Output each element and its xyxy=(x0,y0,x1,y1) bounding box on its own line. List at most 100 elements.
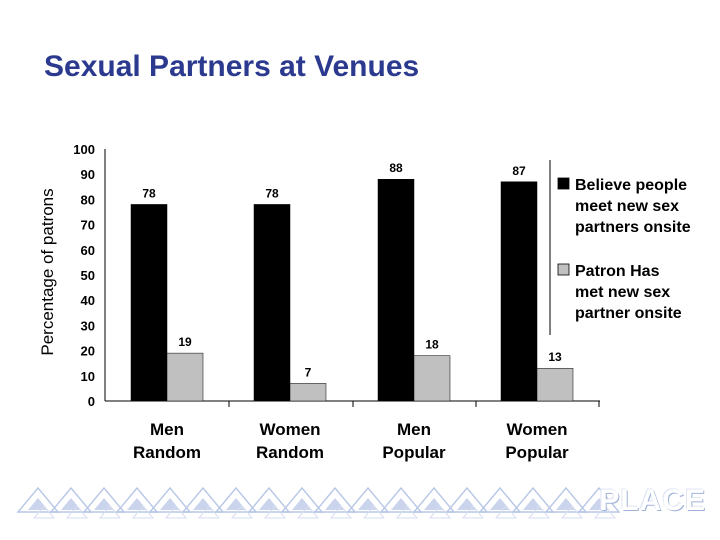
chart-bars xyxy=(130,178,574,402)
y-axis-ticks: 0 10 20 30 40 50 60 70 80 90 100 xyxy=(73,142,95,409)
category-label: Men xyxy=(397,420,431,439)
y-tick-label: 10 xyxy=(81,369,95,384)
footer-triangle-shape xyxy=(490,498,510,510)
footer-triangle-shape xyxy=(461,505,485,519)
bar-series1 xyxy=(500,181,538,402)
footer-triangle-shape xyxy=(82,486,126,513)
chart-legend: Believe people meet new sex partners onsit… xyxy=(549,160,691,335)
footer-triangle-shape xyxy=(181,486,225,513)
footer-triangle-shape xyxy=(325,498,345,510)
y-tick-label: 90 xyxy=(81,167,95,182)
y-tick-label: 70 xyxy=(81,218,95,233)
bar-series1 xyxy=(253,204,291,402)
footer-triangle-shape xyxy=(127,498,147,510)
bar-series1 xyxy=(377,178,415,402)
footer-triangle-shape xyxy=(560,505,584,519)
footer-triangle-shape xyxy=(445,486,489,513)
category-label: Women xyxy=(259,420,320,439)
legend-entry-text: partners onsite xyxy=(575,219,691,236)
data-label: 18 xyxy=(425,338,439,352)
footer-triangle-shape xyxy=(164,505,188,519)
footer-triangle-shape xyxy=(115,486,159,513)
footer-triangle-shape xyxy=(160,498,180,510)
data-label: 87 xyxy=(512,164,526,178)
data-label: 78 xyxy=(265,186,279,200)
y-tick-label: 50 xyxy=(81,268,95,283)
footer-triangle-shape xyxy=(296,505,320,519)
category-label: Women xyxy=(506,420,567,439)
footer-triangle-shape xyxy=(478,486,522,513)
legend-entry-text: met new sex xyxy=(575,284,670,301)
footer-triangle-shape xyxy=(280,486,324,513)
footer-triangle-shape xyxy=(94,498,114,510)
footer-triangle-shape xyxy=(61,498,81,510)
y-axis-label: Percentage of patrons xyxy=(38,188,57,355)
footer-triangle-shape xyxy=(193,498,213,510)
category-labels: Men Random Women Random Men Popular Women Popul… xyxy=(133,420,569,462)
footer-triangle-shape xyxy=(395,505,419,519)
category-label: Popular xyxy=(382,443,446,462)
slide-title: Sexual Partners at Venues xyxy=(44,50,420,83)
footer-triangle-shape xyxy=(197,505,221,519)
footer-triangle-shape xyxy=(230,505,254,519)
footer-triangle-shape xyxy=(148,486,192,513)
y-tick-label: 30 xyxy=(81,318,95,333)
category-label: Popular xyxy=(505,443,569,462)
data-label: 19 xyxy=(178,335,192,349)
footer-triangle-shape xyxy=(292,498,312,510)
y-tick-label: 40 xyxy=(81,293,95,308)
data-label: 13 xyxy=(548,350,562,364)
footer-triangle-shape xyxy=(428,505,452,519)
legend-entry-text: Patron Has xyxy=(575,263,660,280)
legend-swatch xyxy=(557,263,570,276)
footer-triangle-shape xyxy=(391,498,411,510)
footer-triangle-shape xyxy=(523,498,543,510)
footer-triangle-shape xyxy=(65,505,89,519)
legend-entry-text: meet new sex xyxy=(575,198,679,215)
footer-triangle-shape xyxy=(527,505,551,519)
footer-triangle-shape xyxy=(214,486,258,513)
y-tick-label: 60 xyxy=(81,243,95,258)
footer-triangle-shape xyxy=(412,486,456,513)
category-label: Men xyxy=(150,420,184,439)
footer-triangle-shape xyxy=(49,486,93,513)
footer-triangle-shape xyxy=(424,498,444,510)
footer-triangle-shape xyxy=(131,505,155,519)
footer-triangle-shape xyxy=(259,498,279,510)
y-tick-label: 100 xyxy=(73,142,95,157)
footer-triangle-shape xyxy=(577,486,621,513)
footer-triangle-shape xyxy=(32,505,56,519)
footer-triangle-shape xyxy=(247,486,291,513)
footer-triangle-shape xyxy=(511,486,555,513)
footer-triangle-shape xyxy=(362,505,386,519)
data-label: 7 xyxy=(305,365,312,379)
bar-series2 xyxy=(536,367,574,402)
bar-series2 xyxy=(166,352,204,402)
footer-triangle-shape xyxy=(329,505,353,519)
category-label: Random xyxy=(133,443,201,462)
footer-brand-logo: PLACE xyxy=(599,484,706,517)
footer-triangle-shape xyxy=(16,486,60,513)
data-labels: 78 78 88 87 19 7 18 13 xyxy=(142,161,562,379)
footer-triangle-decoration xyxy=(16,486,621,519)
y-tick-label: 80 xyxy=(81,192,95,207)
y-tick-label: 20 xyxy=(81,344,95,359)
legend-entry-text: Believe people xyxy=(575,177,687,194)
footer-triangle-shape xyxy=(544,486,588,513)
legend-swatch xyxy=(557,177,570,190)
bar-series2 xyxy=(413,355,451,402)
footer-triangle-shape xyxy=(226,498,246,510)
data-label: 78 xyxy=(142,186,156,200)
footer-triangle-shape xyxy=(263,505,287,519)
footer-triangle-shape xyxy=(556,498,576,510)
footer-triangle-shape xyxy=(494,505,518,519)
legend-entry-text: partner onsite xyxy=(575,305,682,322)
footer-triangle-shape xyxy=(358,498,378,510)
footer-triangle-shape xyxy=(313,486,357,513)
footer-triangle-shape xyxy=(379,486,423,513)
category-label: Random xyxy=(256,443,324,462)
footer-triangle-shape xyxy=(346,486,390,513)
footer-triangle-shape xyxy=(457,498,477,510)
y-tick-label: 0 xyxy=(88,394,95,409)
footer-triangle-shape xyxy=(98,505,122,519)
